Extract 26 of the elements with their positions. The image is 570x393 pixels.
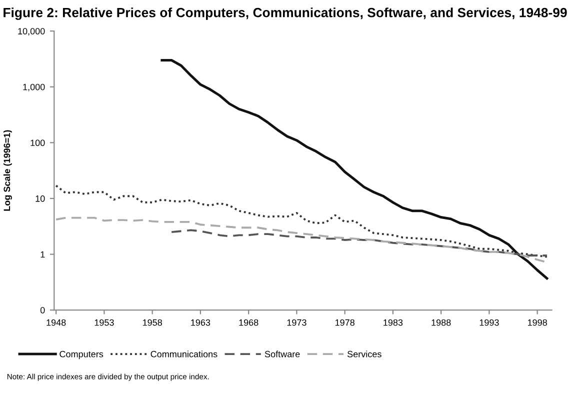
x-tick-label: 1968 [239, 319, 258, 326]
x-tick-label: 1963 [191, 319, 210, 326]
line-series [160, 58, 548, 280]
line-series [170, 229, 548, 256]
y-tick-label: 0 [40, 307, 45, 314]
legend-label: Computers [60, 350, 104, 360]
y-tick-label: 1 [40, 251, 45, 258]
x-tick-label: 1988 [432, 319, 451, 326]
y-tick-label: 10,000 [18, 28, 45, 36]
x-tick-label: 1958 [142, 319, 162, 326]
y-tick-label: 100 [30, 140, 45, 146]
y-axis-title: Log Scale (1996=1) [4, 130, 12, 211]
x-tick-label: 1948 [46, 319, 66, 326]
chart-title: Figure 2: Relative Prices of Computers, Communications, Software, and Services, 1948-99 [4, 8, 567, 20]
y-tick-label: 1,000 [23, 84, 45, 92]
x-tick-label: 1973 [287, 319, 306, 326]
line-series [55, 184, 548, 258]
legend-label: Communications [150, 350, 218, 358]
x-tick-label: 1993 [480, 319, 499, 326]
x-tick-label: 1978 [335, 319, 354, 326]
legend-label: Software [264, 350, 300, 358]
x-tick-label: 1953 [94, 319, 114, 326]
legend-label: Services [347, 350, 382, 358]
x-tick-label: 1983 [384, 319, 403, 326]
y-tick-label: 10 [36, 195, 45, 202]
x-tick-label: 1998 [528, 319, 547, 326]
